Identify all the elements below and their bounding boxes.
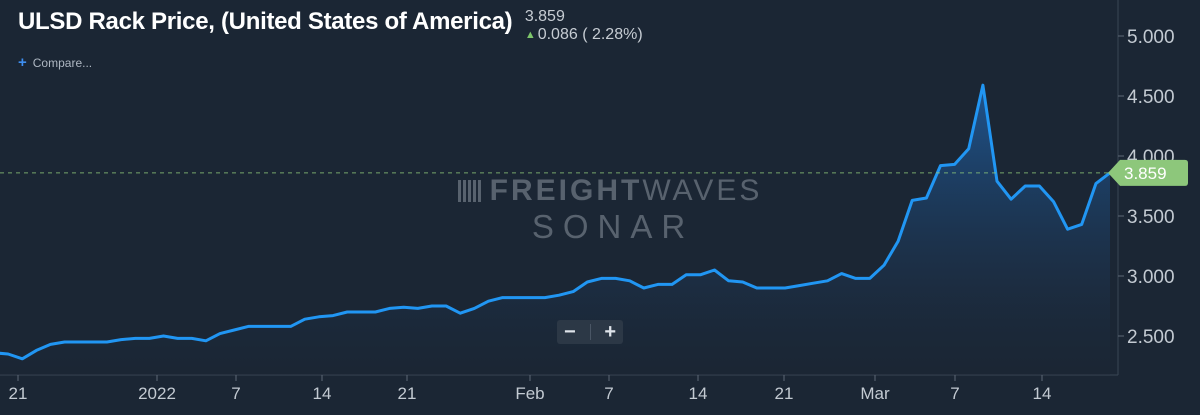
zoom-controls: − + bbox=[557, 320, 623, 344]
y-tick-label: 3.000 bbox=[1127, 267, 1175, 288]
last-price: 3.859 bbox=[524, 8, 565, 25]
compare-label: Compare... bbox=[32, 56, 93, 70]
watermark-bars-icon bbox=[457, 180, 482, 202]
last-price-tag: 3.859 bbox=[1108, 159, 1188, 186]
chart-header: ULSD Rack Price, (United States of Ameri… bbox=[18, 8, 643, 44]
x-tick-label: 21 bbox=[398, 384, 417, 403]
zoom-out-button[interactable]: − bbox=[563, 321, 576, 343]
x-tick-label: 2022 bbox=[138, 384, 176, 403]
y-tick-label: 4.500 bbox=[1127, 87, 1175, 108]
zoom-divider bbox=[589, 324, 591, 340]
x-tick-label: 14 bbox=[689, 384, 708, 403]
watermark-logo-line1: FREIGHTWAVES bbox=[380, 174, 840, 208]
y-tick-label: 2.500 bbox=[1127, 327, 1175, 348]
x-axis: 21 2022 7 14 21 Feb 7 14 21 Mar 7 14 bbox=[9, 375, 1052, 403]
price-change: ▲ 0.086 ( 2.28%) bbox=[525, 26, 643, 44]
x-tick-label: Feb bbox=[515, 384, 544, 403]
x-tick-label: Mar bbox=[860, 384, 890, 403]
x-tick-label: 14 bbox=[1033, 384, 1052, 403]
x-tick-label: 21 bbox=[9, 384, 28, 403]
y-tick-label: 3.500 bbox=[1127, 207, 1175, 228]
watermark-bold-text: FREIGHT bbox=[489, 174, 643, 207]
up-arrow-icon: ▲ bbox=[524, 29, 536, 41]
watermark-sonar-text: SONAR bbox=[531, 208, 695, 245]
compare-button[interactable]: + Compare... bbox=[18, 54, 92, 71]
y-tick-label: 5.000 bbox=[1127, 27, 1175, 48]
price-change-value: 0.086 ( 2.28%) bbox=[537, 26, 643, 43]
zoom-in-button[interactable]: + bbox=[604, 321, 617, 343]
price-quote: 3.859 ▲ 0.086 ( 2.28%) bbox=[525, 8, 643, 44]
price-tag-label: 3.859 bbox=[1124, 164, 1167, 183]
chart-title: ULSD Rack Price, (United States of Ameri… bbox=[18, 8, 513, 35]
watermark-light-text: WAVES bbox=[642, 174, 763, 207]
freightwaves-sonar-watermark: FREIGHTWAVES SONAR bbox=[380, 174, 840, 246]
x-tick-label: 7 bbox=[950, 384, 959, 403]
x-tick-label: 7 bbox=[231, 384, 240, 403]
price-tag-shape bbox=[1108, 159, 1188, 186]
area-fill bbox=[0, 85, 1110, 375]
x-tick-label: 21 bbox=[775, 384, 794, 403]
series-line bbox=[0, 83, 1111, 361]
x-tick-label: 7 bbox=[604, 384, 613, 403]
x-tick-label: 14 bbox=[313, 384, 332, 403]
plus-icon: + bbox=[18, 54, 27, 71]
